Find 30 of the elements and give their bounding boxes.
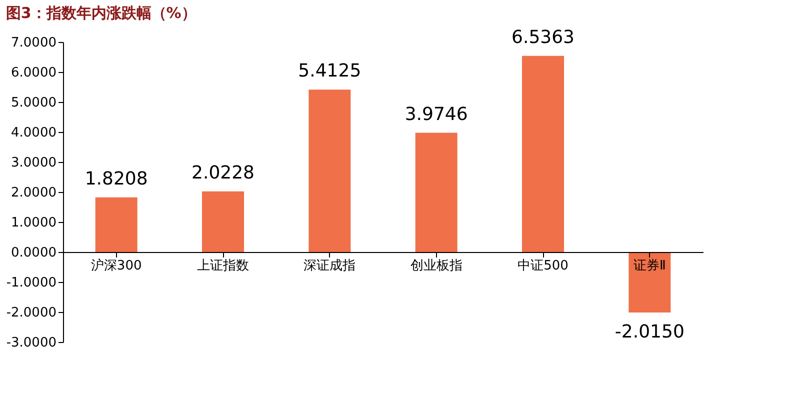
y-tick-label: 2.0000 xyxy=(11,186,56,200)
bar xyxy=(95,197,138,252)
y-tick-label: 6.0000 xyxy=(11,66,56,80)
y-tick-label: -3.0000 xyxy=(6,336,56,350)
bar xyxy=(202,191,244,252)
x-tick-label: 证券Ⅱ xyxy=(633,258,666,274)
x-tick-label: 中证500 xyxy=(518,258,568,274)
x-tick-label: 上证指数 xyxy=(197,258,249,274)
x-tick-label: 深证成指 xyxy=(304,258,356,274)
data-label: 1.8208 xyxy=(84,168,148,190)
data-label: 2.0228 xyxy=(192,162,254,184)
y-tick-label: 4.0000 xyxy=(11,126,56,140)
y-tick-label: -1.0000 xyxy=(6,276,56,290)
bar xyxy=(415,132,458,252)
x-tick-label: 沪深300 xyxy=(90,258,142,274)
y-tick-label: 0.0000 xyxy=(11,246,56,260)
bar xyxy=(308,90,351,252)
y-tick-label: 1.0000 xyxy=(11,216,56,230)
chart-title: 图3：指数年内涨跌幅（%） xyxy=(6,4,196,22)
bar xyxy=(628,252,671,312)
x-tick-label: 创业板指 xyxy=(410,258,462,274)
y-tick-label: 3.0000 xyxy=(11,156,56,170)
data-label: 3.9746 xyxy=(404,104,468,125)
data-label: 6.5363 xyxy=(512,26,574,48)
y-tick-label: 7.0000 xyxy=(11,36,56,50)
y-tick-label: 5.0000 xyxy=(11,96,56,110)
y-tick-label: -2.0000 xyxy=(6,306,56,320)
data-label: 5.4125 xyxy=(298,60,362,82)
bar xyxy=(522,56,564,252)
data-label: -2.0150 xyxy=(614,321,684,342)
